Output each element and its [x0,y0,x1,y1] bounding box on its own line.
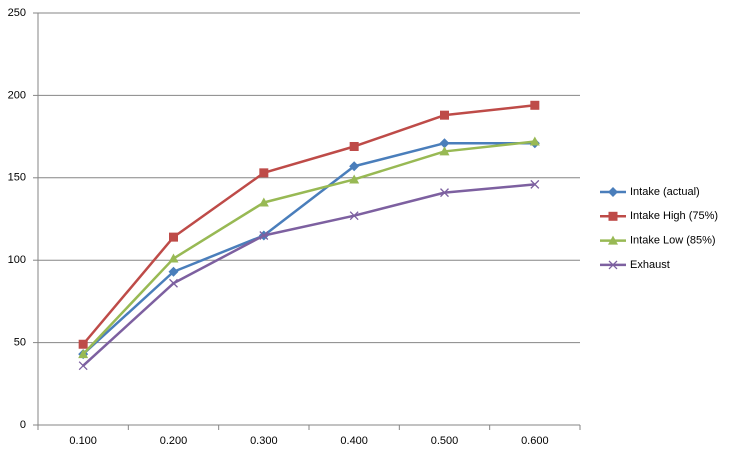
legend-label: Intake (actual) [630,186,700,198]
marker [78,349,89,359]
x-tick-label: 0.100 [69,435,97,447]
marker [259,168,269,178]
marker [78,339,88,349]
marker [349,141,359,151]
legend-label: Exhaust [630,259,670,271]
marker [349,161,360,172]
y-tick-label: 100 [8,254,26,266]
marker [78,361,88,371]
marker [529,136,540,146]
marker [608,211,618,221]
y-tick-label: 250 [8,7,26,19]
y-tick-label: 50 [14,337,26,349]
x-tick-label: 0.400 [340,435,368,447]
marker [168,253,179,263]
marker [608,187,618,197]
marker [169,278,178,288]
y-tick-label: 200 [8,89,26,101]
marker [259,231,269,240]
marker [258,197,269,207]
marker [169,232,178,242]
x-tick-label: 0.200 [160,435,188,447]
marker [440,188,449,198]
marker [349,211,359,221]
series-line [82,183,535,367]
marker [530,100,540,110]
marker [608,260,618,270]
y-tick-label: 150 [8,172,26,184]
series-line [82,140,535,355]
marker [440,110,449,120]
marker [439,138,450,149]
marker [349,174,360,184]
series-line [82,141,535,356]
marker [608,235,618,245]
y-tick-label: 0 [20,419,26,431]
x-tick-label: 0.500 [431,435,459,447]
x-tick-label: 0.300 [250,435,278,447]
legend-label: Intake Low (85%) [630,235,716,247]
series-line [82,104,535,346]
x-tick-label: 0.600 [521,435,549,447]
legend-label: Intake High (75%) [630,210,718,222]
marker [439,146,450,156]
marker [168,266,179,277]
marker [530,179,540,189]
